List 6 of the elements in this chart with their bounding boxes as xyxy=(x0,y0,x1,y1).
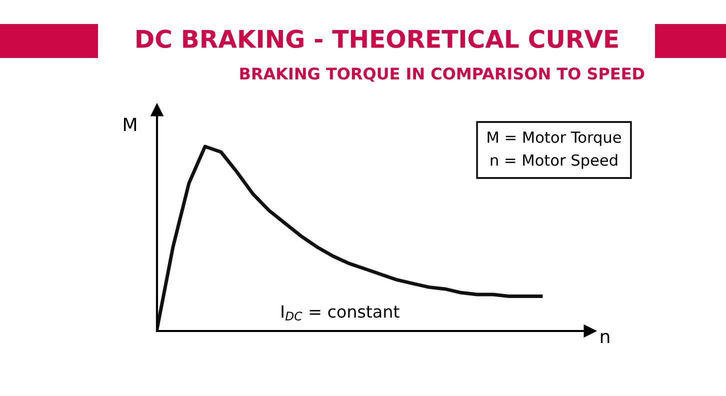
annotation: M = Motor Torque n = Motor Speed xyxy=(488,132,621,169)
y-axis-title: M xyxy=(124,118,136,131)
chart-title: DC BRAKING - THEORETICAL CURVE xyxy=(136,30,618,48)
x-axis-title: n xyxy=(600,332,610,343)
chart-subtitle: BRAKING TORQUE IN COMPARISON TO SPEED xyxy=(240,68,644,82)
annotation: I$_{DC}$ = constant xyxy=(282,305,400,320)
